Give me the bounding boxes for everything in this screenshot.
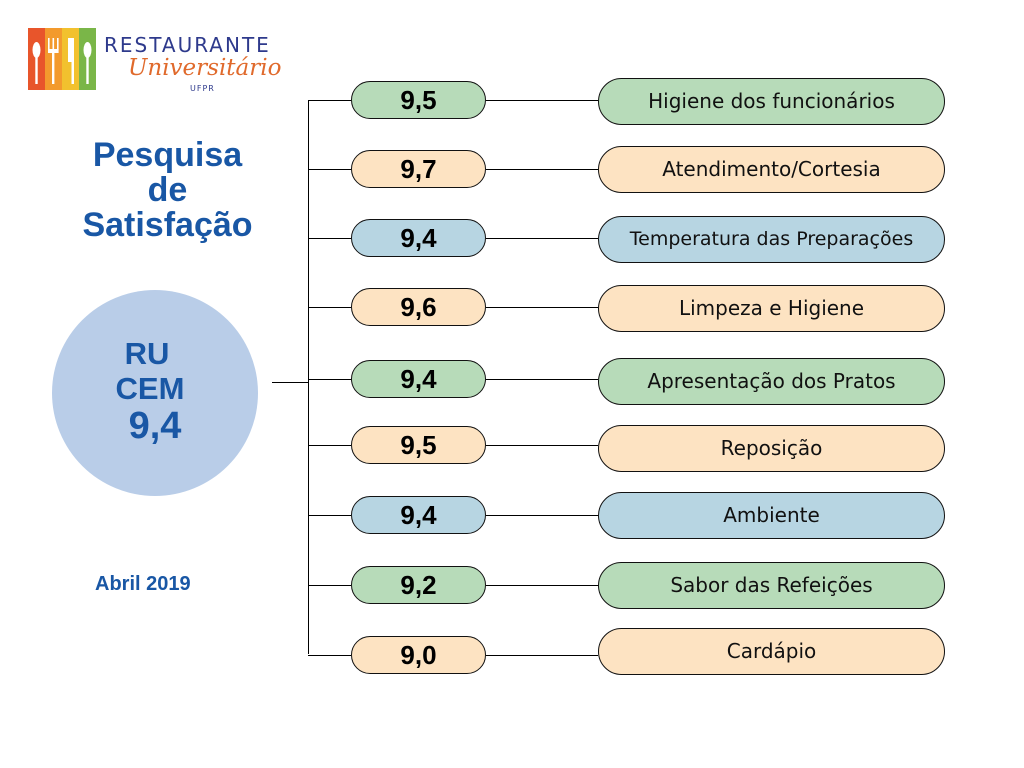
score-label-connector (486, 169, 598, 170)
circle-connector-line (272, 382, 309, 383)
summary-score: 9,4 (128, 405, 182, 447)
restaurant-logo: RESTAURANTE Universitário UFPR (28, 28, 298, 93)
logo-cutlery-icon (28, 28, 96, 90)
criterion-label-pill: Cardápio (598, 628, 945, 675)
score-pill: 9,7 (351, 150, 486, 188)
page-title: Pesquisa de Satisfação (45, 138, 290, 243)
score-pill: 9,5 (351, 81, 486, 119)
score-label-connector (486, 445, 598, 446)
criterion-label-pill: Reposição (598, 425, 945, 472)
criterion-label-pill: Apresentação dos Pratos (598, 358, 945, 405)
criterion-label-pill: Atendimento/Cortesia (598, 146, 945, 193)
score-label-connector (486, 655, 598, 656)
score-pill: 9,0 (351, 636, 486, 674)
score-pill: 9,6 (351, 288, 486, 326)
logo-text-restaurante: RESTAURANTE (104, 33, 271, 57)
score-pill: 9,4 (351, 496, 486, 534)
criterion-label-pill: Ambiente (598, 492, 945, 539)
utensils-icon (32, 38, 92, 84)
score-pill: 9,5 (351, 426, 486, 464)
criterion-label-pill: Limpeza e Higiene (598, 285, 945, 332)
logo-text-universitario: Universitário (128, 55, 282, 81)
branch-line (308, 515, 351, 516)
title-line: de (147, 171, 188, 209)
score-label-connector (486, 238, 598, 239)
criterion-label-pill: Higiene dos funcionários (598, 78, 945, 125)
summary-cem: CEM (115, 371, 185, 406)
score-pill: 9,2 (351, 566, 486, 604)
score-label-connector (486, 585, 598, 586)
branch-line (308, 238, 351, 239)
criterion-label-pill: Temperatura das Preparações (598, 216, 945, 263)
branch-line (308, 307, 351, 308)
summary-ru: RU (124, 336, 170, 371)
score-label-connector (486, 379, 598, 380)
branch-line (308, 379, 351, 380)
overall-score-circle: RU CEM 9,4 (52, 290, 258, 496)
tree-trunk-line (308, 101, 309, 654)
score-pill: 9,4 (351, 360, 486, 398)
logo-text-ufpr: UFPR (190, 84, 215, 93)
survey-date: Abril 2019 (95, 573, 191, 595)
branch-line (308, 585, 351, 586)
score-label-connector (486, 100, 598, 101)
title-line: Pesquisa (92, 136, 243, 174)
branch-line (308, 445, 351, 446)
criterion-label-pill: Sabor das Refeições (598, 562, 945, 609)
score-label-connector (486, 307, 598, 308)
branch-line (308, 169, 351, 170)
branch-line (308, 655, 351, 656)
score-pill: 9,4 (351, 219, 486, 257)
title-line: Satisfação (82, 206, 253, 244)
branch-line (308, 100, 351, 101)
score-label-connector (486, 515, 598, 516)
